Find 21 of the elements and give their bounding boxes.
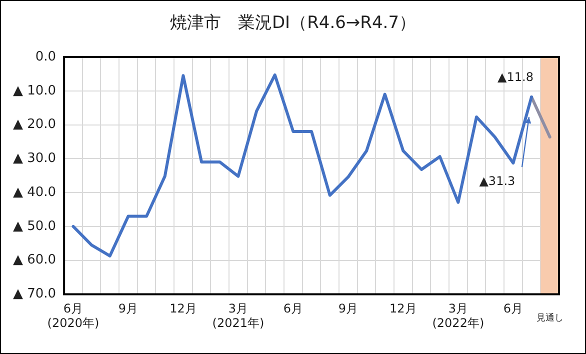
chart-title: 焼津市 業況DI（R4.6→R4.7） xyxy=(168,12,418,34)
x-tick-label: 12月 xyxy=(170,302,197,316)
x-tick-label: 12月 xyxy=(390,302,417,316)
y-tick-label: ▲ 70.0 xyxy=(12,286,56,302)
y-tick-label: ▲ 30.0 xyxy=(12,151,56,166)
data-label: ▲11.8 xyxy=(498,70,534,84)
x-tick-label: 3月 (2021年) xyxy=(212,302,264,330)
x-tick-label: 見通し xyxy=(536,312,564,324)
x-tick-label: 9月 xyxy=(338,302,358,316)
y-tick-label: ▲ 60.0 xyxy=(12,252,56,268)
data-label: ▲31.3 xyxy=(479,174,516,188)
x-tick-label: 6月 xyxy=(503,302,523,316)
y-tick-label: ▲ 40.0 xyxy=(12,184,56,200)
x-tick-label: 9月 xyxy=(118,302,138,316)
y-tick-label: ▲ 10.0 xyxy=(12,83,56,98)
y-tick-label: ▲ 20.0 xyxy=(12,117,56,132)
y-tick-label: 0.0 xyxy=(35,49,56,64)
x-tick-label: 3月 (2022年) xyxy=(432,302,484,330)
x-tick-label: 6月 (2020年) xyxy=(47,302,100,330)
x-tick-label: 6月 xyxy=(283,302,304,316)
y-tick-label: ▲ 50.0 xyxy=(12,218,56,234)
